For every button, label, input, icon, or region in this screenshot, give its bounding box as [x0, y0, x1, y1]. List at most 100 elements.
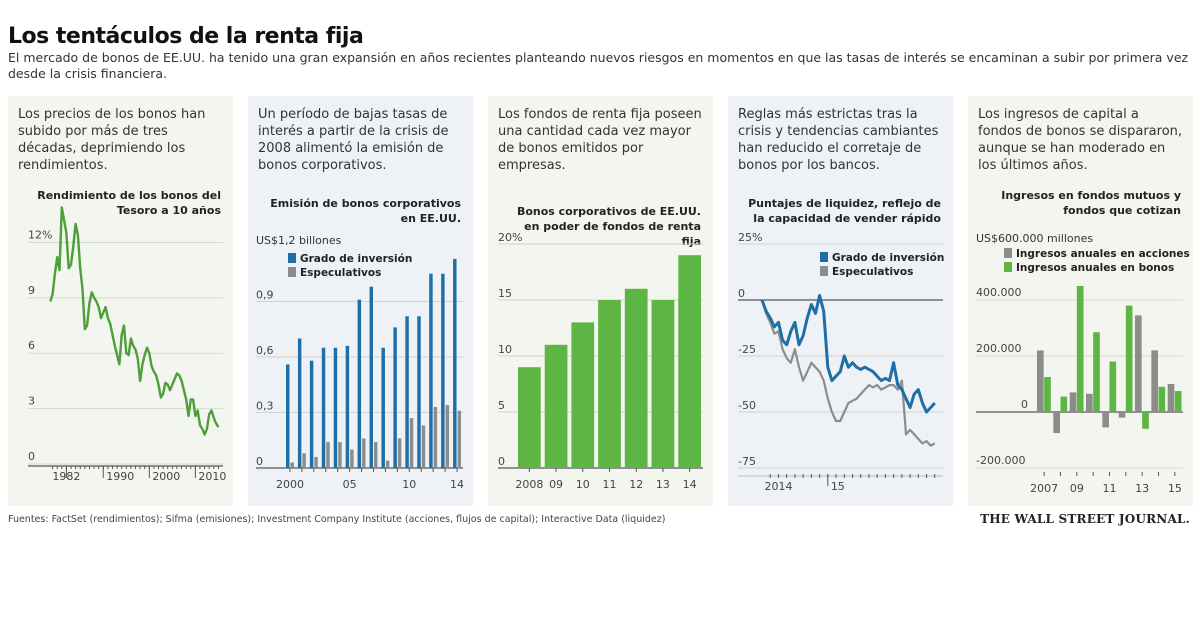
bar-bond-inflows [1093, 332, 1100, 412]
bar-speculative [374, 442, 378, 468]
chart-title: Bonos corporativos de EE.UU. en poder de… [516, 205, 701, 248]
x-tick-label: 2014 [764, 480, 792, 493]
y-tick-label: 0 [28, 450, 35, 463]
legend-label: Grado de inversión [832, 252, 944, 264]
bar-investment-grade [381, 347, 385, 468]
legend-swatch [288, 267, 296, 277]
publisher-logo: THE WALL STREET JOURNAL. [980, 512, 1190, 526]
bar-investment-grade [321, 347, 326, 468]
sources-note: Fuentes: FactSet (rendimientos); Sifma (… [8, 514, 666, 525]
bar-bond-inflows [1125, 305, 1133, 412]
panel-description: Los ingresos de capital a fondos de bono… [978, 107, 1183, 173]
bar-equity-inflows [1069, 392, 1077, 412]
bar-fund-holdings [518, 367, 541, 468]
bar-investment-grade [333, 347, 338, 468]
panel-description: Un período de bajas tasas de interés a p… [258, 107, 449, 173]
bar-equity-inflows [1167, 384, 1175, 412]
y-tick-label: -200.000 [976, 454, 1025, 467]
bar-equity-inflows [1037, 350, 1044, 412]
panel-fund-holdings: Los fondos de renta fija poseen una cant… [488, 96, 713, 506]
y-tick-label: 0 [1021, 398, 1028, 411]
y-tick-label: 5 [498, 399, 505, 412]
bar-equity-inflows [1086, 393, 1093, 412]
x-tick-label: 2000 [276, 478, 304, 491]
x-tick-label: 09 [1070, 482, 1084, 495]
panel-description: Los fondos de renta fija poseen una cant… [498, 107, 702, 173]
panel-liquidity-scores: Reglas más estrictas tras la crisis y te… [728, 96, 953, 506]
y-tick-label: 0 [738, 287, 745, 300]
x-tick-label: 10 [576, 478, 590, 491]
y-tick-label: 6 [28, 339, 35, 352]
y-axis-unit: US$600.000 millones [976, 232, 1093, 245]
page-subtitle: El mercado de bonos de EE.UU. ha tenido … [8, 50, 1189, 81]
bar-speculative [302, 453, 306, 468]
x-tick-label: 15 [831, 480, 845, 493]
x-tick-label: 2010 [198, 470, 226, 483]
bar-fund-holdings [544, 344, 568, 468]
chart-title: Ingresos en fondos mutuos y fondos que c… [1001, 189, 1181, 217]
y-tick-label: 20% [498, 231, 522, 244]
bar-speculative [457, 410, 461, 468]
bar-investment-grade [405, 316, 409, 468]
x-tick-label: 2000 [152, 470, 180, 483]
y-tick-label: 9 [28, 284, 35, 297]
chart-treasury-yield: 0 3 6 9 12% 1982 1990 2000 2010 [28, 206, 226, 483]
bar-speculative [350, 449, 354, 468]
bar-speculative [314, 456, 318, 468]
y-tick-label: 200.000 [976, 342, 1022, 355]
y-tick-label: 0 [498, 455, 505, 468]
bar-equity-inflows [1053, 412, 1060, 433]
bar-bond-inflows [1060, 396, 1068, 412]
bar-bond-inflows [1076, 286, 1084, 412]
chart-title: Emisión de bonos corporativos en EE.UU. [270, 197, 461, 225]
x-tick-label: 11 [1103, 482, 1117, 495]
y-tick-label: 400.000 [976, 286, 1022, 299]
bar-equity-inflows [1135, 315, 1142, 412]
legend-swatch [1004, 262, 1012, 272]
bar-speculative [433, 406, 438, 468]
bar-speculative [409, 418, 414, 468]
x-tick-label: 14 [683, 478, 697, 491]
panel-fund-inflows: Los ingresos de capital a fondos de bono… [968, 96, 1193, 506]
legend-label: Ingresos anuales en acciones [1016, 248, 1190, 260]
x-tick-label: 1982 [52, 470, 80, 483]
chart-liquidity-scores: -75 -50 -25 0 25% 2014 15 Grado de inversión Esp… [738, 231, 944, 493]
x-tick-label: 13 [1135, 482, 1149, 495]
bar-investment-grade [309, 360, 314, 468]
panel-treasury-yield: Los precios de los bonos han subido por … [8, 96, 233, 506]
bar-investment-grade [369, 286, 373, 468]
legend-label: Especulativos [300, 267, 381, 279]
x-tick-label: 1990 [106, 470, 134, 483]
legend-label: Especulativos [832, 266, 913, 278]
legend-label: Grado de inversión [300, 253, 412, 265]
y-tick-label: 25% [738, 231, 762, 244]
bar-investment-grade [417, 316, 421, 468]
bar-speculative [326, 442, 330, 468]
y-tick-label: 12% [28, 228, 52, 241]
bar-fund-holdings [624, 288, 648, 468]
chart-title: Rendimiento de los bonos del Tesoro a 10… [37, 189, 221, 217]
x-tick-label: 13 [656, 478, 670, 491]
y-tick-label: -75 [738, 455, 756, 468]
bar-investment-grade [441, 273, 445, 468]
y-tick-label: -50 [738, 399, 756, 412]
bar-investment-grade [297, 338, 302, 468]
bar-equity-inflows [1102, 412, 1109, 428]
x-tick-label: 11 [603, 478, 617, 491]
bar-speculative [290, 462, 294, 468]
y-tick-label: 0,6 [256, 344, 274, 357]
legend-swatch [820, 252, 828, 262]
bar-bond-inflows [1174, 391, 1182, 412]
y-tick-label: 0,3 [256, 400, 274, 413]
bar-equity-inflows [1151, 350, 1158, 412]
y-tick-label: -25 [738, 343, 756, 356]
x-tick-label: 05 [343, 478, 357, 491]
panel-description: Reglas más estrictas tras la crisis y te… [738, 107, 939, 173]
series-line-speculative [760, 299, 936, 447]
x-tick-label: 15 [1168, 482, 1182, 495]
bar-bond-inflows [1158, 386, 1166, 412]
y-tick-label: 0,9 [256, 289, 274, 302]
bar-investment-grade [357, 299, 362, 468]
chart-corporate-issuance: US$1,2 billones 0 0,3 0,6 0,9 2000 05 10 14 Grado… [256, 234, 464, 491]
bar-fund-holdings [651, 300, 675, 468]
